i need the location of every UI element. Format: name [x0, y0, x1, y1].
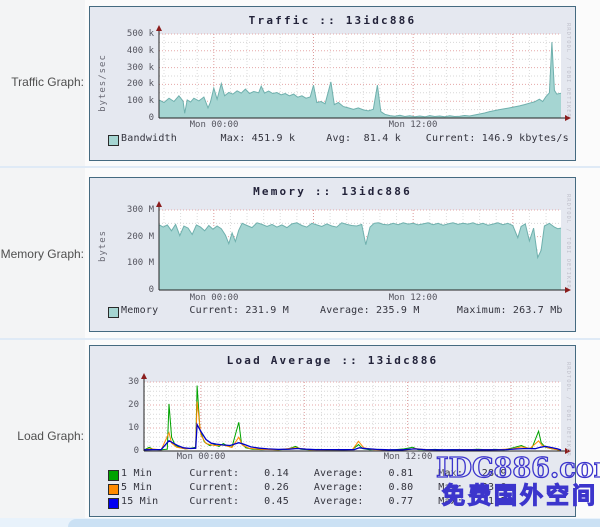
y-tick: 30 — [128, 377, 139, 387]
x-tick: Mon 00:00 — [189, 120, 239, 130]
y-tick: 300 k — [126, 63, 154, 73]
y-tick: 0 — [133, 446, 139, 456]
traffic-graph-panel: Traffic :: 13idc886 bytes/sec 500 k 400 … — [89, 6, 576, 161]
x-tick: Mon 12:00 — [383, 452, 433, 462]
y-tick: 10 — [128, 423, 139, 433]
legend-swatch-bandwidth — [108, 135, 119, 146]
load-graph-panel: Load Average :: 13idc886 30 20 10 0 Mon … — [89, 345, 576, 517]
row-label-traffic: Traffic Graph: — [11, 75, 84, 89]
x-tick: Mon 00:00 — [176, 452, 226, 462]
site-watermark-chinese-text: 免费国外空间 — [441, 482, 598, 509]
row-label-column — [0, 0, 85, 518]
y-tick: 300 M — [126, 205, 154, 215]
memory-chart[interactable] — [149, 200, 571, 300]
load-legend-1min: 1 Min Current: 0.14 Average: 0.81 Max: 2… — [121, 468, 507, 479]
legend-swatch-1min — [108, 470, 119, 481]
load-legend-15min: 15 Min Current: 0.45 Average: 0.77 Max: … — [121, 496, 507, 507]
row-label-memory: Memory Graph: — [0, 247, 84, 261]
traffic-y-axis-label: bytes/sec — [97, 54, 108, 112]
traffic-legend: Bandwidth Max: 451.9 k Avg: 81.4 k Curre… — [121, 133, 569, 144]
traffic-chart[interactable] — [149, 24, 571, 128]
rrdtool-watermark: RRDTOOL / TOBI OETIKER — [565, 194, 571, 289]
traffic-graph-title: Traffic :: 13idc886 — [248, 14, 417, 27]
row-divider — [0, 166, 600, 168]
x-tick: Mon 00:00 — [189, 293, 239, 303]
x-tick: Mon 12:00 — [388, 293, 438, 303]
rrdtool-watermark: RRDTOOL / TOBI OETIKER — [565, 362, 571, 457]
y-tick: 100 k — [126, 96, 154, 106]
y-tick: 200 M — [126, 232, 154, 242]
rrdtool-watermark: RRDTOOL / TOBI OETIKER — [565, 23, 571, 118]
row-label-load: Load Graph: — [17, 429, 84, 443]
y-tick: 500 k — [126, 29, 154, 39]
y-tick: 0 — [148, 113, 154, 123]
memory-graph-panel: Memory :: 13idc886 bytes 300 M 200 M 100… — [89, 177, 576, 332]
legend-swatch-memory — [108, 307, 119, 318]
y-tick: 0 — [148, 285, 154, 295]
memory-legend: Memory Current: 231.9 M Average: 235.9 M… — [121, 305, 563, 316]
load-chart[interactable] — [134, 372, 571, 461]
y-tick: 200 k — [126, 79, 154, 89]
memory-graph-title: Memory :: 13idc886 — [253, 185, 412, 198]
site-watermark-text: IDC886.com — [435, 453, 600, 484]
y-tick: 100 M — [126, 258, 154, 268]
x-tick: Mon 12:00 — [388, 120, 438, 130]
memory-y-axis-label: bytes — [98, 229, 109, 263]
load-graph-title: Load Average :: 13idc886 — [226, 354, 439, 367]
row-divider — [0, 338, 600, 340]
legend-swatch-15min — [108, 498, 119, 509]
legend-swatch-5min — [108, 484, 119, 495]
y-tick: 400 k — [126, 46, 154, 56]
load-legend-5min: 5 Min Current: 0.26 Average: 0.80 Max: 2… — [121, 482, 507, 493]
next-section-strip — [68, 519, 600, 527]
y-tick: 20 — [128, 400, 139, 410]
